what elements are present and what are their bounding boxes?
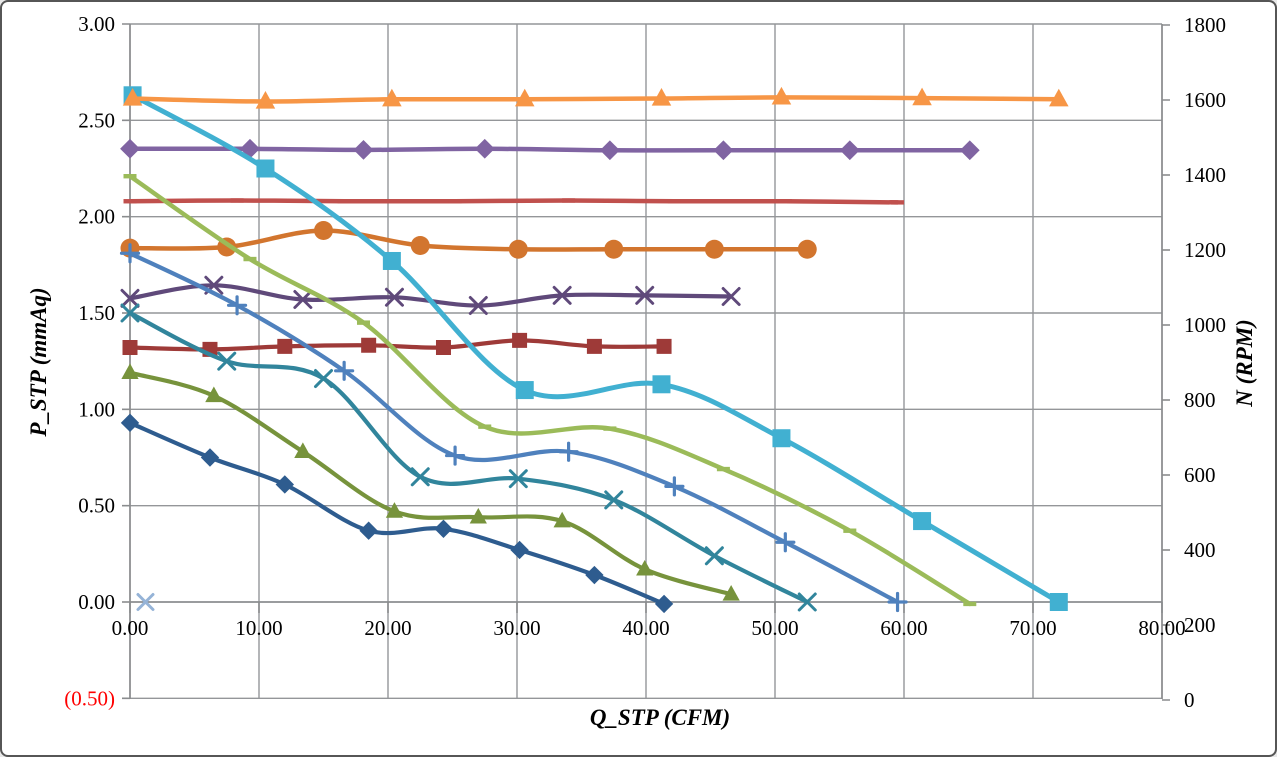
series-rpm-940-line [127, 338, 667, 352]
right-axis-tick-label: 400 [1184, 538, 1216, 562]
series-rpm-1210-line [127, 228, 810, 252]
left-axis-title: P_STP (mmAq) [26, 287, 51, 437]
x-axis-tick-label: 0.00 [112, 616, 149, 640]
x-axis-tick-label: 20.00 [364, 616, 411, 640]
right-axis-tick-label: 1400 [1184, 163, 1226, 187]
tick-labels: 3.00 2.50 2.00 1.50 1.00 0.50 0.00 (0.50) 1800 16… [64, 12, 1226, 712]
series-rpm-1330-line [127, 198, 900, 205]
x-axis-tick-label: 40.00 [622, 616, 669, 640]
series-rpm-1210 [120, 221, 817, 259]
x-axis-tick-label: 60.00 [880, 616, 927, 640]
left-axis-tick-label: (0.50) [64, 686, 115, 710]
left-axis-tick-label: 2.00 [78, 205, 115, 229]
series-p-1210-line [127, 310, 810, 605]
left-axis-tick-label: 1.00 [78, 397, 115, 421]
series-stray-point [136, 593, 155, 611]
series-p-1610-line [130, 92, 1062, 605]
x-axis-tick-label: 70.00 [1009, 616, 1056, 640]
series-p-1470 [123, 173, 977, 607]
left-axis-tick-label: 1.50 [78, 301, 115, 325]
right-axis-tick-label: 200 [1184, 613, 1216, 637]
right-axis-tick-label: 1800 [1184, 13, 1226, 37]
x-axis-tick-label: 50.00 [751, 616, 798, 640]
right-axis-tick-label: 0 [1184, 688, 1195, 712]
series-rpm-1470-line [127, 146, 973, 153]
x-axis-title: Q_STP (CFM) [589, 705, 731, 730]
series-rpm-1610 [122, 86, 1069, 109]
left-axis-tick-label: 0.00 [78, 590, 115, 614]
series-p-1070-line [127, 370, 734, 597]
series-rpm-1330 [123, 198, 905, 205]
right-axis-title: N (RPM) [1232, 319, 1257, 407]
series-rpm-1070-line [127, 283, 734, 308]
right-axis-tick-label: 1200 [1184, 238, 1226, 262]
x-axis-tick-label: 30.00 [493, 616, 540, 640]
series-p-1330 [119, 243, 908, 613]
series-p-1330-line [127, 251, 900, 605]
axes [122, 23, 1170, 701]
series-p-1470-line [127, 173, 973, 607]
left-axis-tick-label: 3.00 [78, 12, 115, 36]
right-axis-tick-label: 800 [1184, 388, 1216, 412]
series-p-1210 [120, 303, 817, 612]
right-axis-tick-label: 1600 [1184, 88, 1226, 112]
left-axis-tick-label: 0.50 [78, 494, 115, 518]
right-axis-tick-label: 600 [1184, 463, 1216, 487]
x-axis-tick-label: 10.00 [235, 616, 282, 640]
series-p-1610 [123, 86, 1068, 611]
series-rpm-1610-line [130, 95, 1062, 104]
series-p-1070 [121, 363, 740, 601]
right-axis-tick-label: 1000 [1184, 313, 1226, 337]
left-axis-tick-label: 2.50 [78, 108, 115, 132]
x-axis-tick-label: 80.00 [1138, 616, 1185, 640]
